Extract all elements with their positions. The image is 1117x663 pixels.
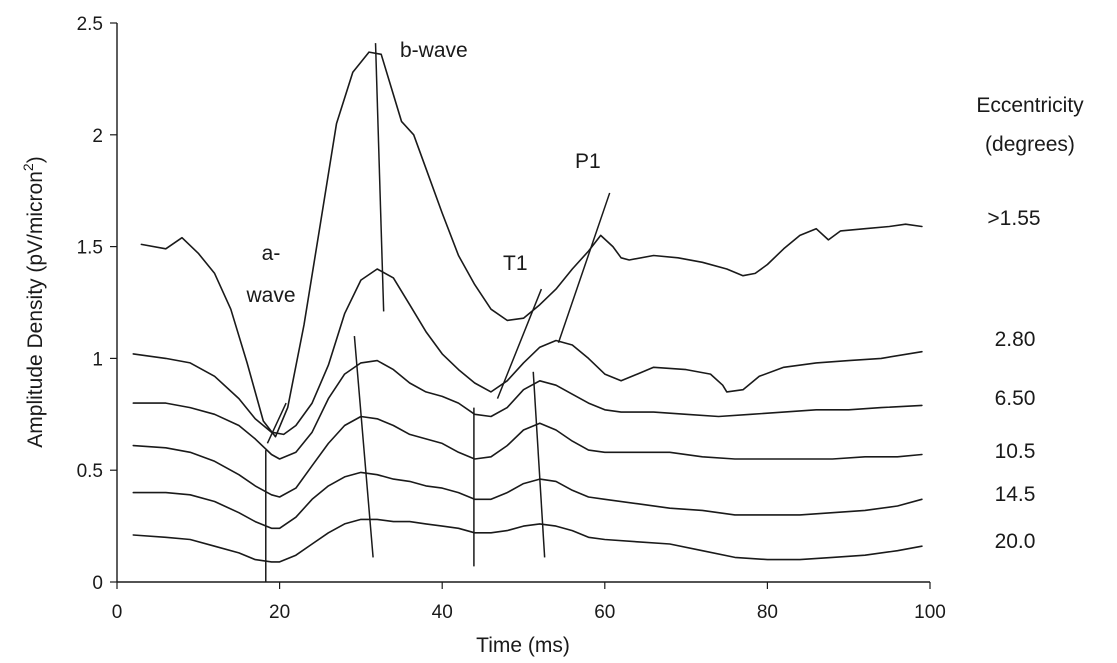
t1-label: T1 — [503, 252, 528, 275]
trace-1 — [140, 51, 923, 438]
trace-4 — [132, 415, 923, 498]
t1-line-top — [496, 288, 543, 399]
eccentricity-label-4: 10.5 — [995, 440, 1036, 463]
x-tick-label: 40 — [432, 602, 453, 623]
y-axis-title-superscript: 2 — [20, 163, 36, 171]
y-axis-title-main: Amplitude Density (pV/micron — [24, 171, 47, 448]
a-wave-line-top — [266, 402, 287, 444]
a-wave-label-line2: wave — [245, 284, 295, 307]
axis-ticks: 0 20 40 60 80 100 0 0.5 1 1.5 2 2.5 — [77, 14, 946, 623]
x-tick-label: 0 — [112, 602, 123, 623]
eccentricity-label-5: 14.5 — [995, 483, 1036, 506]
trace-6 — [132, 518, 923, 563]
y-tick-label: 2 — [92, 126, 103, 147]
eccentricity-label-6: 20.0 — [995, 530, 1036, 553]
x-axis-title: Time (ms) — [476, 634, 570, 657]
y-axis-title-end: ) — [24, 156, 47, 163]
traces — [132, 51, 923, 563]
trace-3 — [132, 359, 923, 460]
x-tick-label: 60 — [594, 602, 615, 623]
b-wave-line-top — [374, 43, 385, 312]
wave-marker-lines — [265, 43, 611, 582]
y-tick-label: 2.5 — [77, 14, 103, 35]
x-tick-label: 80 — [757, 602, 778, 623]
x-tick-label: 20 — [269, 602, 290, 623]
y-tick-label: 1.5 — [77, 238, 103, 259]
y-tick-label: 0 — [92, 573, 103, 594]
eccentricity-label-3: 6.50 — [995, 387, 1036, 410]
legend-title-line1: Eccentricity — [976, 94, 1084, 117]
b-wave-line — [353, 335, 374, 558]
x-tick-label: 100 — [914, 602, 946, 623]
p1-line — [532, 371, 546, 558]
y-tick-label: 0.5 — [77, 461, 103, 482]
y-axis-title: Amplitude Density (pV/micron2) — [20, 156, 47, 447]
eccentricity-label-2: 2.80 — [995, 328, 1036, 351]
p1-line-top — [557, 192, 611, 343]
y-tick-label: 1 — [92, 349, 103, 370]
legend-title-line2: (degrees) — [985, 133, 1075, 156]
p1-label: P1 — [575, 150, 601, 173]
b-wave-label: b-wave — [400, 39, 468, 62]
trace-2 — [132, 268, 923, 436]
trace-5 — [132, 471, 923, 530]
eccentricity-label-1: >1.55 — [987, 207, 1040, 230]
a-wave-label-line1: a- — [262, 242, 281, 265]
